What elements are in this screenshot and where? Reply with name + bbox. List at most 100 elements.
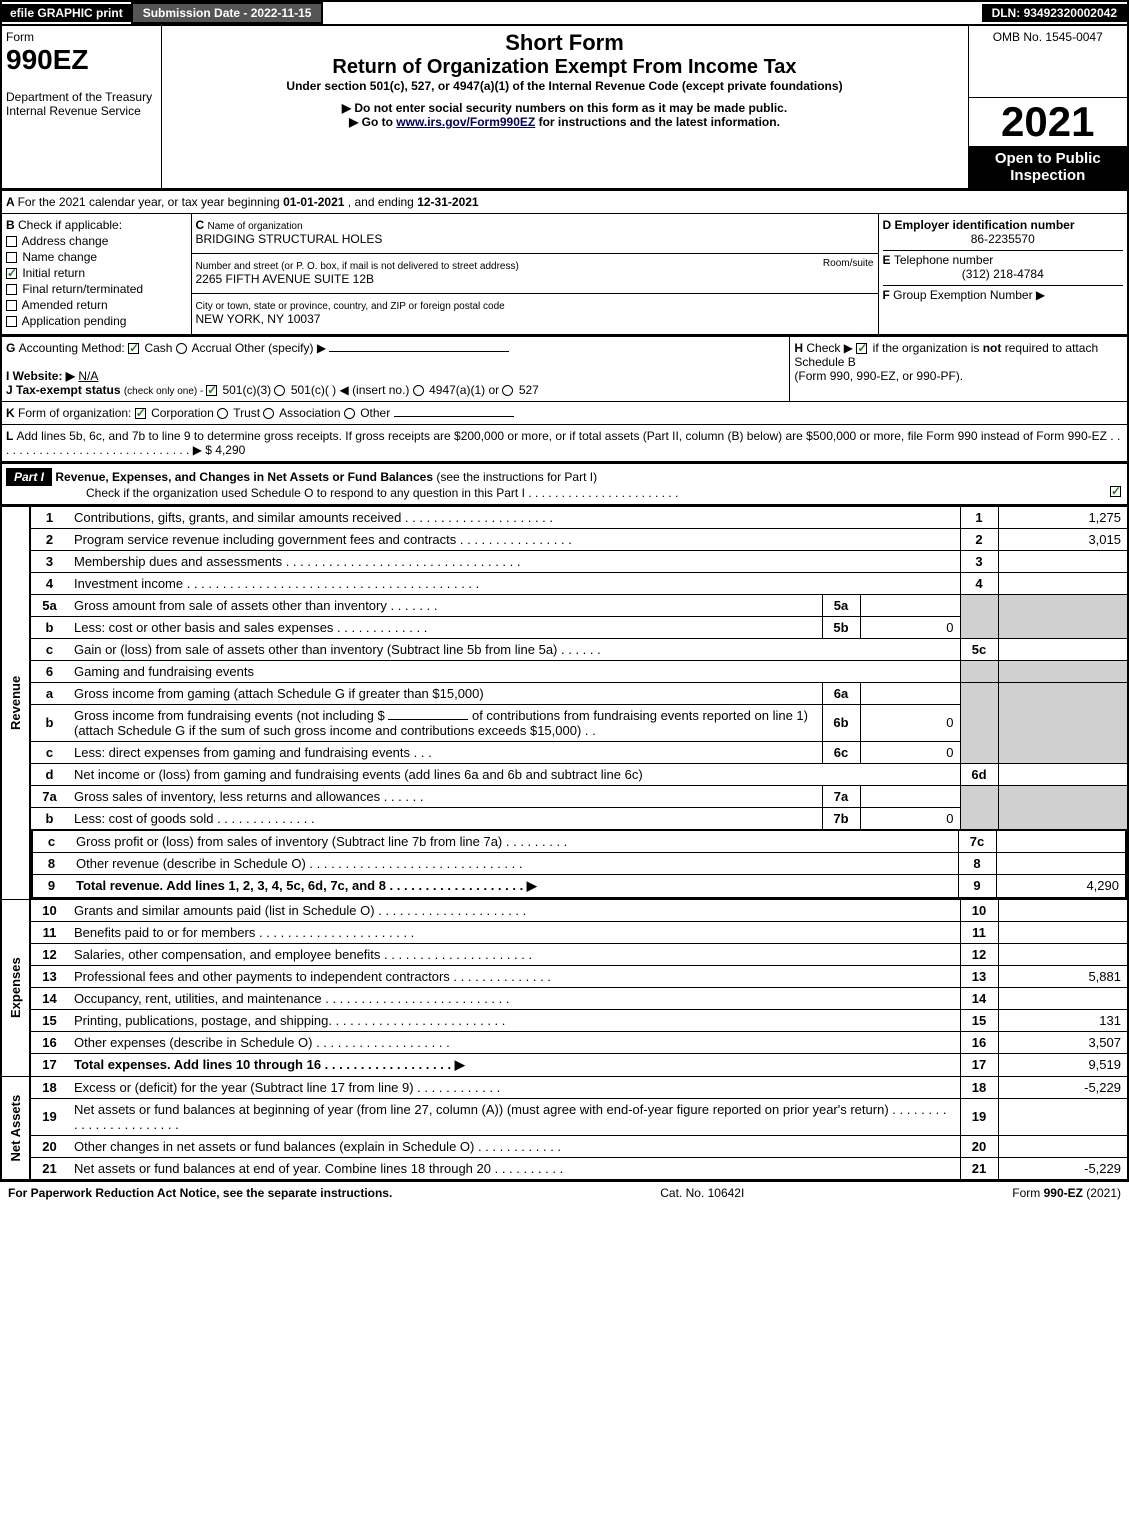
radio-other[interactable]: [344, 408, 355, 419]
g-cash: Cash: [144, 341, 172, 355]
footer-right-bold: 990-EZ: [1044, 1186, 1083, 1200]
l5b-amt: 0: [860, 616, 960, 638]
top-bar: efile GRAPHIC print Submission Date - 20…: [0, 0, 1129, 24]
part1-check-row: Check if the organization used Schedule …: [6, 486, 1123, 500]
checkbox-name-change[interactable]: [6, 252, 17, 263]
l7a-amt: [860, 785, 960, 807]
j-opt4: 527: [519, 383, 539, 397]
l20-desc: Other changes in net assets or fund bala…: [68, 1135, 960, 1157]
checkbox-initial-return[interactable]: [6, 268, 17, 279]
k-label: Form of organization:: [18, 406, 131, 420]
l6a-desc: Gross income from gaming (attach Schedul…: [68, 682, 822, 704]
l7b-desc: Less: cost of goods sold . . . . . . . .…: [68, 807, 822, 829]
f-arrow: ▶: [1036, 288, 1045, 302]
g-other: Other (specify) ▶: [235, 341, 326, 355]
l13-num: 13: [30, 965, 68, 987]
l5c-desc: Gain or (loss) from sale of assets other…: [68, 638, 960, 660]
line-6d: d Net income or (loss) from gaming and f…: [1, 763, 1128, 785]
checkbox-cash[interactable]: [128, 343, 139, 354]
l14-desc: Occupancy, rent, utilities, and maintena…: [68, 987, 960, 1009]
radio-4947[interactable]: [413, 385, 424, 396]
l4-amt: [998, 572, 1128, 594]
line-4: 4 Investment income . . . . . . . . . . …: [1, 572, 1128, 594]
org-city: NEW YORK, NY 10037: [196, 312, 321, 326]
irs-label: Internal Revenue Service: [6, 104, 141, 118]
checkbox-final-return[interactable]: [6, 284, 17, 295]
k-trust: Trust: [233, 406, 260, 420]
h-check: Check ▶: [806, 341, 853, 355]
cb-pending-label: Application pending: [22, 314, 127, 328]
ein-value: 86-2235570: [971, 232, 1035, 246]
l5a-num: 5a: [30, 594, 68, 616]
line-1: Revenue 1 Contributions, gifts, grants, …: [1, 506, 1128, 528]
l5a-desc: Gross amount from sale of assets other t…: [68, 594, 822, 616]
ghijkl-section: G Accounting Method: Cash Accrual Other …: [0, 336, 1129, 463]
tax-year: 2021: [969, 98, 1128, 146]
irs-link[interactable]: www.irs.gov/Form990EZ: [396, 115, 535, 129]
part1-header-table: Part I Revenue, Expenses, and Changes in…: [0, 463, 1129, 506]
line-11: 11 Benefits paid to or for members . . .…: [1, 921, 1128, 943]
l10-c2: 10: [960, 899, 998, 921]
instructions-cell: ▶ Do not enter social security numbers o…: [161, 97, 968, 189]
l6b-num: b: [30, 704, 68, 741]
l17-num: 17: [30, 1053, 68, 1076]
section-c-name: C Name of organization BRIDGING STRUCTUR…: [191, 213, 878, 253]
j-sub: (check only one) -: [124, 386, 206, 397]
l7a-c2: 7a: [822, 785, 860, 807]
cb-final-label: Final return/terminated: [22, 282, 143, 296]
netassets-vert-label: Net Assets: [1, 1076, 30, 1180]
efile-graphic: GRAPHIC: [37, 6, 96, 20]
submission-date-box: Submission Date - 2022-11-15: [131, 2, 324, 24]
checkbox-corporation[interactable]: [135, 408, 146, 419]
l19-c2: 19: [960, 1098, 998, 1135]
l6-desc: Gaming and fundraising events: [68, 660, 960, 682]
submission-date-value: 2022-11-15: [251, 6, 312, 20]
line-6b: b Gross income from fundraising events (…: [1, 704, 1128, 741]
l6c-amt: 0: [860, 741, 960, 763]
l2-num: 2: [30, 528, 68, 550]
l12-c2: 12: [960, 943, 998, 965]
part1-title-paren: (see the instructions for Part I): [433, 470, 597, 484]
checkbox-501c3[interactable]: [206, 385, 217, 396]
checkbox-part1-schedule-o[interactable]: [1110, 486, 1121, 497]
section-b-label: Check if applicable:: [18, 218, 122, 232]
l15-c2: 15: [960, 1009, 998, 1031]
radio-accrual[interactable]: [176, 343, 187, 354]
radio-527[interactable]: [502, 385, 513, 396]
l7b-c2: 7b: [822, 807, 860, 829]
l6b-amt: 0: [860, 704, 960, 741]
radio-501c[interactable]: [274, 385, 285, 396]
expenses-vert-label: Expenses: [1, 899, 30, 1076]
l4-c2: 4: [960, 572, 998, 594]
checkbox-schedule-b[interactable]: [856, 343, 867, 354]
radio-assoc[interactable]: [263, 408, 274, 419]
l7c-num: c: [32, 830, 70, 852]
website-value: N/A: [78, 369, 98, 383]
l6b-blank: [388, 719, 468, 720]
l11-c2: 11: [960, 921, 998, 943]
l16-c2: 16: [960, 1031, 998, 1053]
l4-num: 4: [30, 572, 68, 594]
i-label: Website: ▶: [13, 369, 75, 383]
checkbox-amended-return[interactable]: [6, 300, 17, 311]
l5c-c2: 5c: [960, 638, 998, 660]
l20-c2: 20: [960, 1135, 998, 1157]
checkbox-address-change[interactable]: [6, 236, 17, 247]
line-7a: 7a Gross sales of inventory, less return…: [1, 785, 1128, 807]
c-city-label: City or town, state or province, country…: [196, 301, 505, 312]
no-ssn-text: ▶ Do not enter social security numbers o…: [166, 101, 964, 115]
footer-right: Form 990-EZ (2021): [1012, 1186, 1121, 1200]
cb-name-label: Name change: [22, 250, 97, 264]
line-7c-8-9: c Gross profit or (loss) from sales of i…: [1, 829, 1128, 899]
l6-shade1: [960, 660, 998, 682]
l7c-desc: Gross profit or (loss) from sales of inv…: [70, 830, 958, 852]
part1-check-text: Check if the organization used Schedule …: [86, 486, 678, 500]
radio-trust[interactable]: [217, 408, 228, 419]
l5ab-shade1: [960, 594, 998, 638]
k-other-line: [394, 416, 514, 417]
l19-desc: Net assets or fund balances at beginning…: [68, 1098, 960, 1135]
checkbox-app-pending[interactable]: [6, 316, 17, 327]
l13-c2: 13: [960, 965, 998, 987]
line-12: 12 Salaries, other compensation, and emp…: [1, 943, 1128, 965]
l17-amt: 9,519: [998, 1053, 1128, 1076]
